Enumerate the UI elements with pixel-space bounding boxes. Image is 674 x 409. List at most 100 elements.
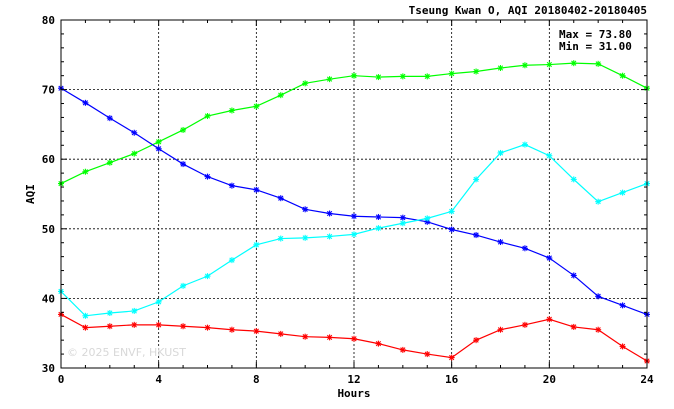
data-point bbox=[155, 298, 162, 305]
data-point bbox=[375, 340, 382, 347]
data-point bbox=[473, 176, 480, 183]
data-point bbox=[277, 92, 284, 99]
data-point bbox=[326, 334, 333, 341]
x-tick-label: 12 bbox=[347, 373, 360, 386]
data-point bbox=[204, 273, 211, 280]
data-point bbox=[595, 326, 602, 333]
data-point bbox=[570, 272, 577, 279]
data-point bbox=[399, 73, 406, 80]
watermark: © 2025 ENVF, HKUST bbox=[67, 346, 186, 359]
data-point bbox=[302, 333, 309, 340]
max-annotation: Max = 73.80 bbox=[559, 28, 632, 41]
data-point bbox=[326, 210, 333, 217]
data-point bbox=[473, 337, 480, 344]
data-point bbox=[180, 161, 187, 168]
x-tick-label: 24 bbox=[640, 373, 654, 386]
data-point bbox=[228, 257, 235, 264]
data-point bbox=[595, 198, 602, 205]
data-point bbox=[131, 150, 138, 157]
data-point bbox=[546, 61, 553, 68]
data-point bbox=[131, 321, 138, 328]
data-point bbox=[351, 213, 357, 220]
data-point bbox=[106, 310, 113, 317]
x-axis-title: Hours bbox=[337, 387, 370, 400]
data-point bbox=[277, 235, 284, 242]
data-point bbox=[204, 324, 211, 331]
series-1 bbox=[58, 85, 650, 318]
data-point bbox=[448, 354, 455, 361]
data-point bbox=[131, 129, 138, 136]
data-point bbox=[82, 168, 89, 175]
data-point bbox=[82, 324, 89, 331]
data-point bbox=[375, 225, 382, 232]
y-tick-label: 50 bbox=[42, 223, 55, 236]
data-point bbox=[619, 189, 626, 196]
data-point bbox=[497, 65, 504, 72]
data-point bbox=[399, 346, 406, 353]
y-tick-label: 40 bbox=[42, 292, 55, 305]
data-point bbox=[277, 330, 284, 337]
data-point bbox=[253, 103, 260, 110]
data-point bbox=[180, 323, 187, 330]
y-tick-label: 70 bbox=[42, 84, 55, 97]
data-point bbox=[351, 335, 357, 342]
data-point bbox=[155, 145, 162, 152]
data-point bbox=[326, 76, 333, 83]
x-tick-label: 0 bbox=[58, 373, 65, 386]
data-point bbox=[106, 115, 113, 122]
data-point bbox=[351, 72, 357, 79]
series-3 bbox=[58, 311, 650, 365]
data-point bbox=[448, 208, 455, 215]
data-point bbox=[228, 182, 235, 189]
y-tick-label: 80 bbox=[42, 14, 55, 27]
data-point bbox=[619, 302, 626, 309]
data-point bbox=[595, 293, 602, 300]
data-point bbox=[521, 245, 528, 252]
data-point bbox=[253, 328, 260, 335]
data-point bbox=[546, 316, 553, 323]
data-point bbox=[546, 255, 553, 262]
data-point bbox=[595, 60, 602, 67]
data-point bbox=[424, 73, 431, 80]
data-point bbox=[497, 326, 504, 333]
y-axis-title: AQI bbox=[24, 184, 37, 204]
data-point bbox=[497, 149, 504, 156]
data-point bbox=[424, 351, 431, 358]
x-tick-label: 16 bbox=[445, 373, 459, 386]
x-tick-label: 8 bbox=[253, 373, 260, 386]
data-point bbox=[180, 126, 187, 133]
y-tick-label: 60 bbox=[42, 153, 55, 166]
data-point bbox=[228, 107, 235, 114]
y-tick-label: 30 bbox=[42, 362, 55, 375]
data-point bbox=[619, 343, 626, 350]
data-point bbox=[521, 141, 528, 148]
x-tick-label: 4 bbox=[155, 373, 162, 386]
data-point bbox=[570, 176, 577, 183]
data-point bbox=[82, 312, 89, 319]
data-point bbox=[302, 206, 309, 213]
series-line bbox=[60, 143, 648, 317]
data-point bbox=[155, 138, 162, 145]
data-point bbox=[326, 233, 333, 240]
data-point bbox=[82, 99, 89, 106]
data-point bbox=[473, 232, 480, 239]
data-point bbox=[473, 68, 480, 75]
axis-ticks: 0 4 8 12 16 20 24 30 40 50 60 70 80 bbox=[42, 14, 654, 386]
min-annotation: Min = 31.00 bbox=[559, 40, 632, 53]
series-layer bbox=[58, 60, 650, 365]
data-point bbox=[228, 326, 235, 333]
data-point bbox=[619, 72, 626, 79]
data-point bbox=[375, 74, 382, 81]
data-point bbox=[155, 321, 162, 328]
chart-title: Tseung Kwan O, AQI 20180402-20180405 bbox=[409, 4, 647, 17]
grid bbox=[61, 20, 647, 368]
data-point bbox=[570, 323, 577, 330]
data-point bbox=[106, 159, 113, 166]
data-point bbox=[570, 60, 577, 67]
data-point bbox=[204, 113, 211, 120]
data-point bbox=[277, 195, 284, 202]
data-point bbox=[302, 234, 309, 241]
data-point bbox=[351, 231, 357, 238]
